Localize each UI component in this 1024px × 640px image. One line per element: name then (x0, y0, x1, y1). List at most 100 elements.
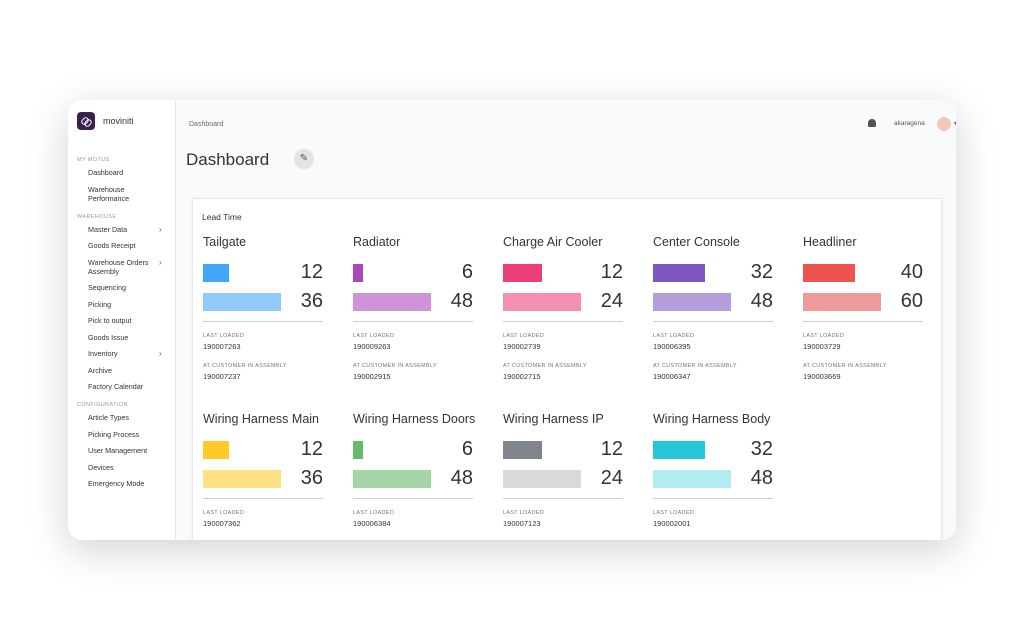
card-title: Tailgate (203, 235, 247, 249)
nav-heading: MY MOTUS (77, 157, 110, 163)
submenu-chevron[interactable]: › (159, 349, 162, 358)
metric-value: 36 (300, 290, 323, 312)
card-title: Radiator (353, 235, 401, 249)
field-label: AT CUSTOMER IN ASSEMBLY (503, 363, 587, 369)
field-label: LAST LOADED (503, 333, 545, 339)
nav-item[interactable]: Inventory › (88, 349, 162, 358)
metric-value: 12 (600, 438, 623, 460)
breadcrumb[interactable]: Dashboard (189, 121, 224, 128)
bar (503, 470, 581, 488)
metric-value: 48 (750, 467, 773, 489)
sidebar: moviniti MY MOTUS Dashboard Warehouse Perf… (68, 100, 176, 540)
field-value: 190002001 (653, 519, 691, 528)
metric-value: 48 (450, 467, 473, 489)
main: Dashboard akaragena ▾ Dashboard ✎ Lead T… (176, 100, 956, 540)
card-title: Wiring Harness IP (503, 412, 604, 426)
metric-value: 12 (300, 261, 323, 283)
bar (353, 470, 431, 488)
field-label: LAST LOADED (203, 510, 245, 516)
app-window: moviniti MY MOTUS Dashboard Warehouse Perf… (68, 100, 956, 540)
field-label: LAST LOADED (653, 333, 695, 339)
nav-item[interactable]: Warehouse Performance (88, 184, 130, 203)
metric-value: 32 (750, 261, 773, 283)
nav-item[interactable]: Article Types (88, 413, 130, 422)
field-value: 190002739 (503, 342, 541, 351)
bar (203, 293, 281, 311)
nav-item[interactable]: Goods Receipt (88, 241, 136, 250)
field-label: LAST LOADED (353, 333, 395, 339)
field-label: LAST LOADED (803, 333, 845, 339)
field-value: 190002715 (503, 372, 541, 381)
edit-button[interactable]: ✎ (294, 149, 314, 169)
metric-value: 6 (461, 438, 473, 460)
divider (653, 498, 773, 499)
page-title: Dashboard (186, 150, 270, 169)
field-label: LAST LOADED (203, 333, 245, 339)
submenu-chevron[interactable]: › (159, 257, 162, 267)
nav-item[interactable]: Sequencing (88, 283, 126, 292)
metric-value: 24 (600, 467, 623, 489)
field-value: 190006395 (653, 342, 691, 351)
nav-item[interactable]: Dashboard (88, 168, 124, 177)
bar (353, 293, 431, 311)
card-title: Center Console (653, 235, 740, 249)
panel-title: Lead Time (202, 212, 242, 222)
card-title: Wiring Harness Body (653, 412, 771, 426)
nav-item[interactable]: Archive (88, 365, 112, 375)
field-label: LAST LOADED (503, 510, 545, 516)
field-value: 190006347 (653, 372, 691, 381)
metric-value: 48 (750, 290, 773, 312)
divider (353, 321, 473, 322)
bar (653, 264, 705, 282)
nav-item[interactable]: Picking (88, 299, 112, 309)
bar (353, 441, 363, 459)
nav-item[interactable]: Master Data › (88, 224, 162, 234)
card-title: Wiring Harness Main (203, 412, 320, 426)
nav-item[interactable]: Warehouse Orders Assembly › (88, 257, 162, 276)
nav-item[interactable]: Factory Calendar (88, 382, 144, 391)
nav-item[interactable]: Picking Process (88, 429, 140, 439)
nav-item[interactable]: User Management (88, 446, 148, 455)
divider (503, 498, 623, 499)
bar (803, 293, 881, 311)
bar (653, 293, 731, 311)
field-label: LAST LOADED (653, 510, 695, 516)
avatar[interactable] (937, 117, 951, 131)
field-value: 190007263 (203, 342, 241, 351)
metric-value: 6 (461, 261, 473, 283)
bar (203, 264, 229, 282)
metric-value: 24 (600, 290, 623, 312)
submenu-chevron[interactable]: › (159, 224, 162, 234)
metric-value: 12 (600, 261, 623, 283)
nav-item[interactable]: Emergency Mode (88, 479, 145, 488)
field-value: 190003729 (803, 342, 841, 351)
nav-item[interactable]: Goods Issue (88, 332, 129, 342)
divider (203, 321, 323, 322)
card-title: Wiring Harness Doors (353, 412, 476, 426)
logo (77, 112, 95, 130)
field-value: 190006384 (353, 519, 391, 528)
divider (203, 498, 323, 499)
field-value: 190002915 (353, 372, 391, 381)
divider (503, 321, 623, 322)
brand: moviniti (103, 116, 134, 126)
user-name[interactable]: akaragena (894, 120, 925, 127)
nav-item[interactable]: Pick to output (88, 316, 132, 325)
bar (503, 441, 542, 459)
field-value: 190007123 (503, 519, 541, 528)
panel: Lead Time Tailgate 12 36 LAST LOADED 1900072… (192, 198, 942, 540)
divider (653, 321, 773, 322)
field-value: 190007237 (203, 372, 241, 381)
nav-item[interactable]: Devices (88, 462, 114, 472)
bar (203, 470, 281, 488)
user-menu[interactable]: ▾ (954, 121, 956, 127)
field-label: LAST LOADED (353, 510, 395, 516)
nav: MY MOTUS Dashboard Warehouse Performance WA… (77, 152, 173, 496)
notifications[interactable] (868, 119, 876, 127)
bar (503, 293, 581, 311)
bar (353, 264, 363, 282)
metric-value: 12 (300, 438, 323, 460)
metric-value: 60 (900, 290, 923, 312)
bar (653, 441, 705, 459)
